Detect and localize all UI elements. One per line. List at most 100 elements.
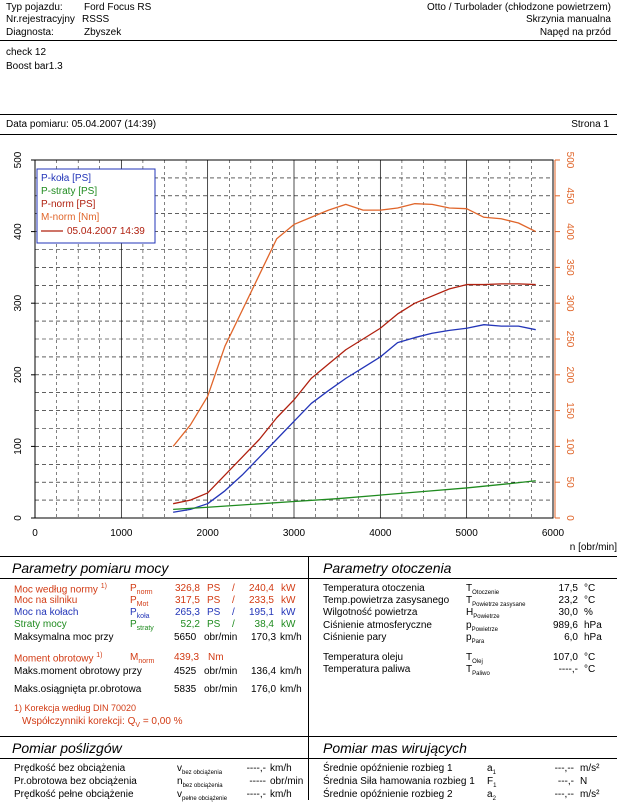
slip-value: -----	[249, 776, 266, 787]
ambient-label: Temperatura paliwa	[323, 664, 411, 675]
torque-footnote: 1)	[96, 652, 103, 659]
reg-value: RSSS	[82, 14, 110, 25]
mass-unit: N	[580, 776, 588, 787]
mass-value: ---,-	[557, 776, 574, 787]
symbol-main: T	[466, 652, 473, 663]
unit-ps: PS	[207, 607, 221, 618]
power-value-ps: 265,3	[174, 607, 200, 618]
torque-row: Moment obrotowy 1)	[14, 652, 103, 664]
correction-note: 1) Korekcja według DIN 70020	[14, 703, 137, 713]
torque-unit: Nm	[208, 652, 224, 663]
max-rpm-value: 5835	[174, 684, 197, 695]
x-tick-label: 6000	[542, 528, 565, 539]
legend-entry: P-norm [PS]	[41, 199, 96, 210]
ambient-value: 6,0	[564, 632, 578, 643]
power-row-symbol: Pstraty	[130, 619, 154, 632]
unit-ps: PS	[207, 619, 221, 630]
page-number: Strona 1	[571, 119, 609, 130]
ambient-label: Temperatura otoczenia	[323, 583, 425, 594]
slip-symbol: vbez obciążenia	[177, 763, 222, 776]
ambient-unit: °C	[584, 583, 596, 594]
ambient-value: 17,5	[558, 583, 578, 594]
ambient-symbol: HPowietrze	[466, 607, 500, 620]
power-value-kw: 195,1	[248, 607, 274, 618]
symbol-sub: 1	[492, 770, 496, 776]
symbol-main: T	[466, 583, 473, 594]
slip-unit: obr/min	[270, 776, 304, 787]
mass-label: Średnie opóźnienie rozbieg 1	[323, 763, 453, 774]
mass-unit: m/s²	[580, 763, 600, 774]
ambient-unit: hPa	[584, 632, 602, 643]
speed-unit: km/h	[280, 684, 302, 695]
ambient-label: Ciśnienie atmosferyczne	[323, 620, 432, 631]
y-left-tick-label: 300	[13, 294, 24, 311]
power-row-symbol: Pnorm	[130, 583, 153, 596]
max-power-row: Maksymalna moc przy	[14, 632, 113, 643]
slip-section-title: Pomiar poślizgów	[12, 740, 122, 756]
ambient-unit: °C	[584, 595, 596, 606]
symbol-sub: 1	[493, 783, 497, 789]
torque-label: Moment obrotowy	[14, 653, 94, 665]
symbol-sub: Olej	[472, 659, 483, 665]
y-right-tick-label: 100	[564, 438, 575, 455]
max-power-rpm: 5650	[174, 632, 197, 643]
chart-legend: P-koła [PS] P-straty [PS] P-norm [PS] M-nor…	[36, 168, 156, 244]
vehicle-value: Ford Focus RS	[84, 2, 152, 13]
power-label-text: Moc na kołach	[14, 607, 79, 618]
note-line-1: check 12	[6, 47, 47, 58]
speed-unit: km/h	[280, 632, 302, 643]
note-line-2: Boost bar1.3	[6, 61, 63, 72]
y-right-tick-label: 50	[564, 477, 575, 489]
y-right-tick-label: 150	[564, 402, 575, 419]
slip-label: Prędkość pełne obciążenie	[14, 789, 134, 800]
y-right-tick-label: 500	[564, 152, 575, 169]
unit-ps: PS	[207, 595, 221, 606]
ambient-symbol: TPaliwo	[466, 664, 490, 677]
series-line-0	[173, 324, 536, 513]
ambient-symbol: TOlej	[466, 652, 483, 665]
x-tick-label: 5000	[456, 528, 479, 539]
slip-unit: km/h	[270, 763, 292, 774]
drive-type: Napęd na przód	[539, 27, 611, 38]
speed-unit: km/h	[280, 666, 302, 677]
symbol-sub: Mot	[136, 601, 149, 608]
legend-entry: P-straty [PS]	[41, 186, 97, 197]
slip-symbol: vpełne obciążenie	[177, 789, 227, 802]
divider	[0, 578, 617, 579]
symbol-main: T	[466, 595, 473, 606]
plot-frame	[34, 159, 554, 519]
y-right-tick-label: 350	[564, 259, 575, 276]
symbol-main: T	[466, 664, 473, 675]
correction-factor: Współczynniki korekcji: QV = 0,00 %	[22, 716, 183, 729]
symbol-main: P	[130, 607, 137, 618]
unit-kw: kW	[281, 583, 296, 594]
symbol-main: p	[466, 632, 472, 643]
power-label-text: Moc na silniku	[14, 595, 78, 606]
slip-symbol: nbez obciążenia	[177, 776, 223, 789]
symbol-sub: Powietrze	[471, 627, 498, 633]
ambient-unit: °C	[584, 652, 596, 663]
symbol-main: v	[177, 763, 182, 774]
vehicle-label: Typ pojazdu:	[6, 2, 63, 13]
power-row-symbol: Pkoła	[130, 607, 150, 620]
series-line-2	[173, 283, 536, 505]
dyno-chart: 0100200300400500050100150200250300350400…	[13, 151, 617, 553]
diag-value: Zbyszek	[84, 27, 122, 38]
ambient-unit: hPa	[584, 620, 602, 631]
reg-label: Nr.rejestracyjny	[6, 14, 75, 25]
x-tick-label: 0	[32, 528, 38, 539]
power-value-kw: 233,5	[248, 595, 274, 606]
symbol-sub: koła	[136, 613, 150, 620]
value-separator: /	[232, 583, 235, 594]
ambient-label: Wilgotność powietrza	[323, 607, 418, 618]
power-label-text: Straty mocy	[14, 619, 67, 630]
symbol-main: H	[466, 607, 474, 618]
mass-symbol: a2	[487, 789, 496, 802]
power-row-label: Straty mocy	[14, 619, 67, 630]
y-right-tick-label: 200	[564, 366, 575, 383]
ambient-symbol: pPara	[466, 632, 484, 645]
ambient-value: 30,0	[558, 607, 578, 618]
divider	[0, 114, 617, 115]
power-value-ps: 317,5	[174, 595, 200, 606]
x-axis-label: n [obr/min]	[570, 542, 617, 553]
